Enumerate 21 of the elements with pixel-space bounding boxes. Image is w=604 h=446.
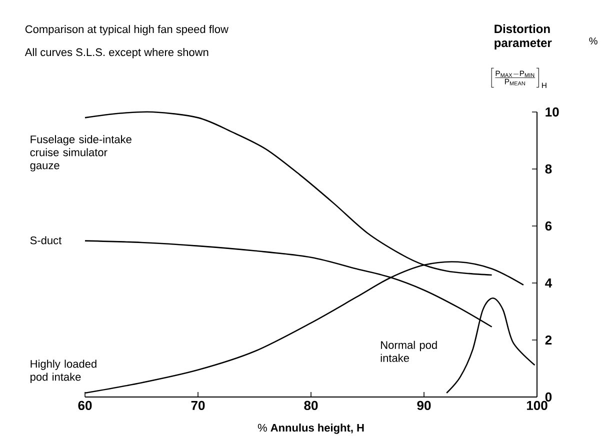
text: Fuselage side-intake cruise simulator gauze: [30, 135, 132, 172]
chart-title: Comparison at typical high fan speed flow: [25, 25, 228, 36]
y-tick-label: 0: [545, 392, 552, 402]
y-axis-title: Distortion parameter: [494, 24, 552, 50]
x-tick-label: 80: [304, 400, 318, 410]
text: S-duct: [30, 236, 62, 244]
y-tick-label: 2: [545, 335, 552, 345]
chart-subtitle: All curves S.L.S. except where shown: [24, 48, 208, 58]
text: $\left[\frac{\mathrm{P_{MAX}-P_{MIN}}}{\mathrm{P_{MEAN}}}\right]_{\mathrm{H}}$: [491, 68, 546, 88]
y-tick-label: 4: [545, 278, 552, 288]
series-label: Highly loaded pod intake: [30, 360, 96, 383]
text: %: [589, 37, 598, 44]
x-tick-label: 90: [417, 400, 431, 410]
x-tick-label: 60: [78, 400, 92, 410]
text: Normal pod intake: [380, 340, 437, 362]
y-tick-label: 8: [545, 164, 552, 174]
x-tick-label: 70: [191, 400, 205, 410]
x-axis-title: % Annulus height, H: [258, 424, 364, 434]
y-tick-label: 10: [546, 107, 559, 117]
y-tick-label: 6: [545, 221, 552, 231]
x-tick-label: 100: [526, 400, 548, 410]
